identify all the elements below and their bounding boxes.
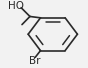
Text: HO: HO: [8, 1, 24, 11]
Text: Br: Br: [29, 56, 40, 66]
